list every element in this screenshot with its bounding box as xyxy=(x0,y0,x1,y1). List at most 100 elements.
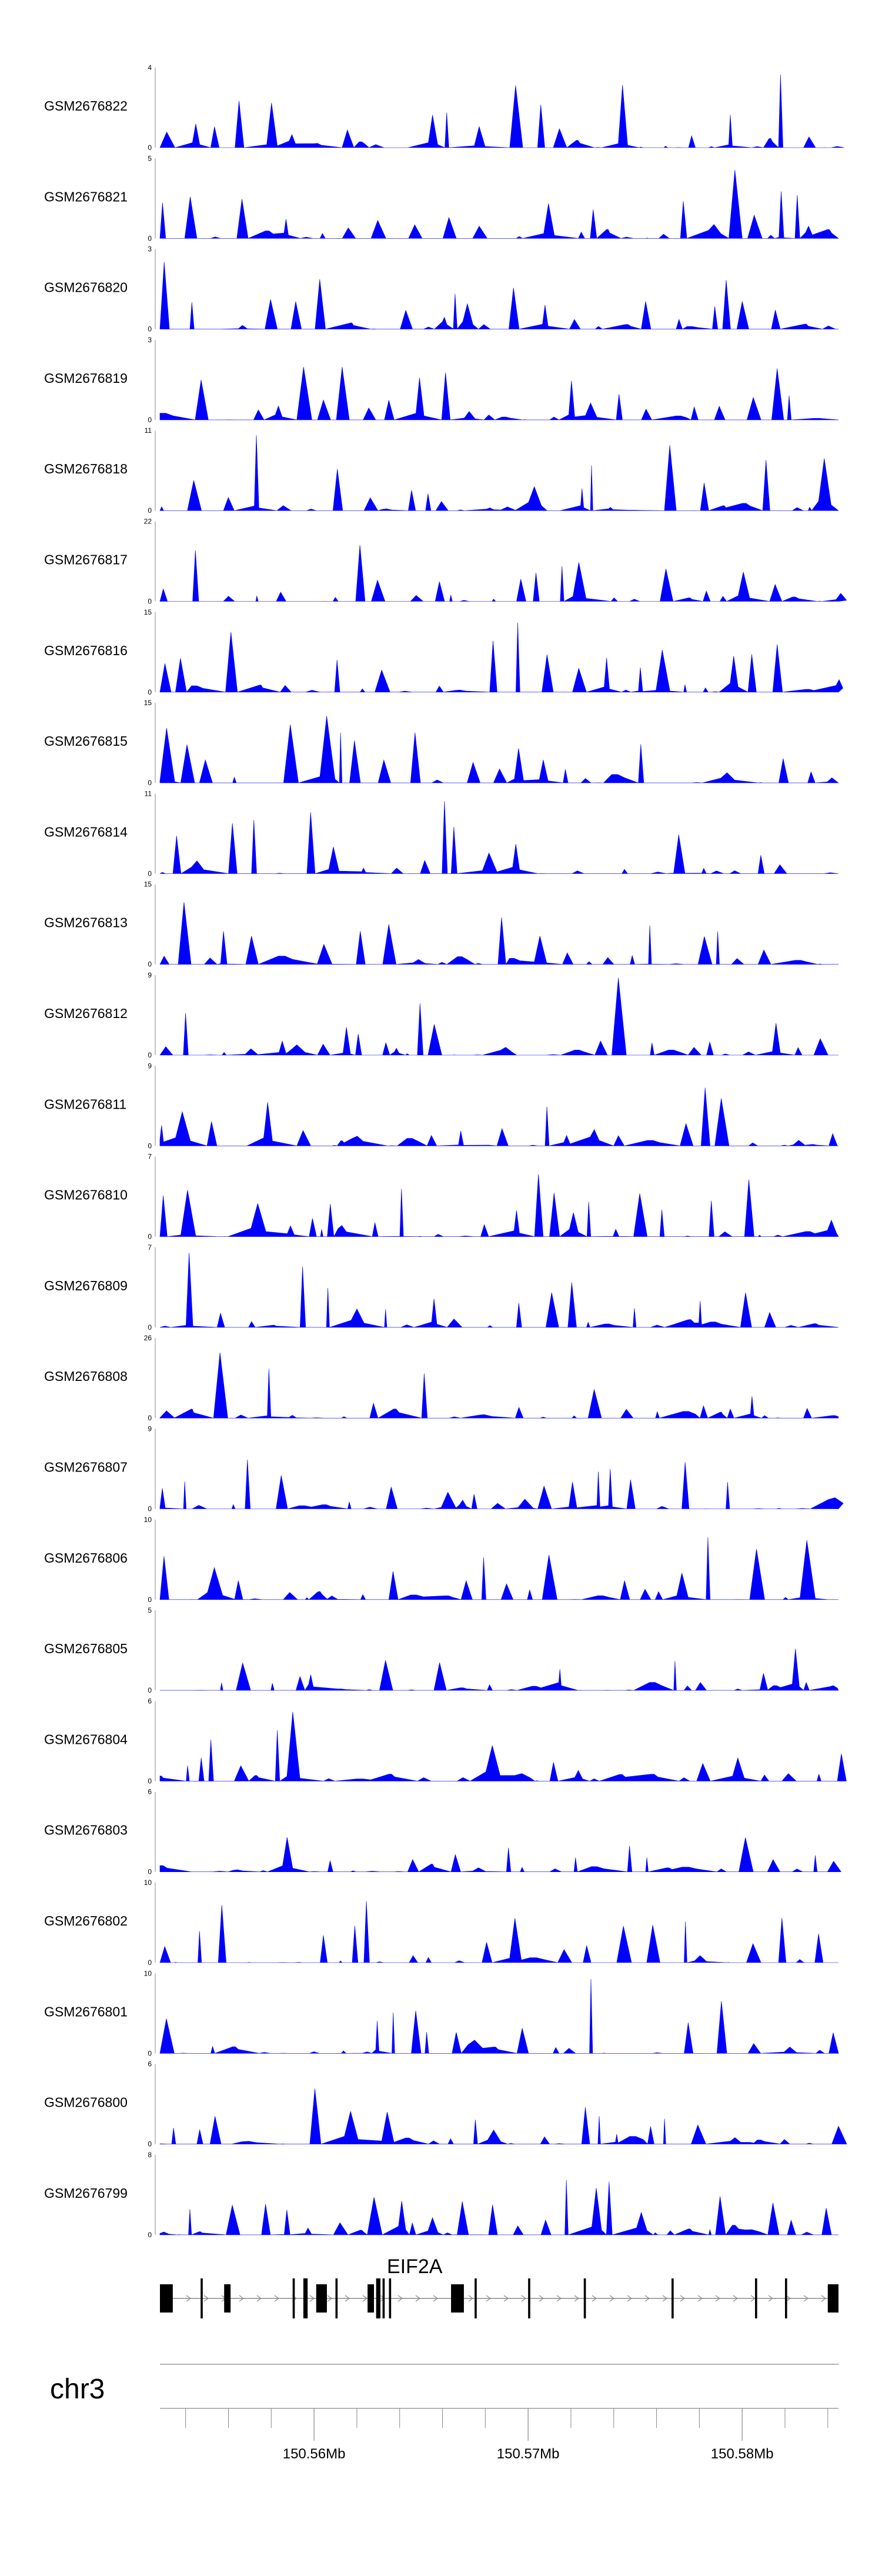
strand-chevron xyxy=(362,2295,368,2302)
gene-exon xyxy=(389,2278,392,2318)
strand-chevron xyxy=(539,2295,544,2302)
track-GSM2676815: GSM2676815 15 0 xyxy=(44,699,840,787)
track-label: GSM2676801 xyxy=(44,2004,128,2019)
coverage-area xyxy=(159,977,838,1056)
strand-chevron xyxy=(697,2295,703,2302)
strand-chevron xyxy=(821,2295,827,2302)
track-label: GSM2676807 xyxy=(44,1460,128,1475)
axis-tick-label: 150.57Mb xyxy=(497,2446,560,2462)
strand-chevron xyxy=(803,2295,809,2302)
coverage-area xyxy=(159,2180,838,2235)
strand-chevron xyxy=(768,2295,774,2302)
y-max-label: 6 xyxy=(148,1697,152,1705)
coverage-area xyxy=(159,1837,841,1873)
track-GSM2676807: GSM2676807 9 0 xyxy=(44,1425,844,1513)
gene-exon xyxy=(292,2278,295,2318)
track-GSM2676808: GSM2676808 26 0 xyxy=(44,1334,839,1422)
coverage-area xyxy=(159,435,839,511)
track-label: GSM2676805 xyxy=(44,1641,128,1656)
genome-axis-track: chr3 150.56Mb 150.57Mb 150.58Mb xyxy=(50,2364,838,2462)
y-max-label: 10 xyxy=(144,1969,152,1977)
strand-chevron xyxy=(327,2295,333,2302)
y-min-label: 0 xyxy=(148,1505,152,1513)
y-max-label: 5 xyxy=(148,1606,152,1614)
strand-chevron xyxy=(574,2295,580,2302)
coverage-area xyxy=(159,1711,847,1781)
y-max-label: 22 xyxy=(144,518,152,526)
y-min-label: 0 xyxy=(148,234,152,242)
track-label: GSM2676820 xyxy=(44,280,128,295)
y-min-label: 0 xyxy=(148,144,152,152)
strand-chevron xyxy=(750,2295,756,2302)
strand-chevron xyxy=(503,2295,509,2302)
gene-model-track: EIF2A xyxy=(160,2255,838,2318)
y-min-label: 0 xyxy=(148,1686,152,1694)
track-label: GSM2676809 xyxy=(44,1278,128,1293)
coverage-area xyxy=(159,1352,839,1419)
strand-chevron xyxy=(644,2295,650,2302)
track-GSM2676813: GSM2676813 15 0 xyxy=(44,880,838,969)
chromosome-label: chr3 xyxy=(50,2374,105,2405)
coverage-area xyxy=(159,1253,839,1328)
strand-chevron xyxy=(239,2295,245,2302)
strand-chevron xyxy=(521,2295,527,2302)
track-GSM2676822: GSM2676822 4 0 xyxy=(44,64,844,152)
axis-tick-label: 150.56Mb xyxy=(283,2446,346,2462)
y-min-label: 0 xyxy=(148,2049,152,2057)
gene-exon xyxy=(316,2284,327,2313)
strand-chevron xyxy=(662,2295,668,2302)
track-GSM2676819: GSM2676819 3 0 xyxy=(44,336,839,424)
strand-chevron xyxy=(186,2295,192,2302)
y-max-label: 15 xyxy=(144,608,152,616)
y-min-label: 0 xyxy=(148,1414,152,1422)
y-min-label: 0 xyxy=(148,1233,152,1241)
strand-chevron xyxy=(556,2295,562,2302)
y-max-label: 9 xyxy=(148,971,152,979)
strand-chevron xyxy=(786,2295,791,2302)
track-label: GSM2676802 xyxy=(44,1913,128,1928)
gene-exon xyxy=(451,2284,464,2313)
y-max-label: 10 xyxy=(144,1516,152,1524)
track-label: GSM2676808 xyxy=(44,1369,128,1384)
strand-chevron xyxy=(486,2295,492,2302)
strand-chevron xyxy=(733,2295,739,2302)
y-min-label: 0 xyxy=(148,869,152,877)
y-min-label: 0 xyxy=(148,1051,152,1059)
gene-exon xyxy=(755,2278,757,2318)
track-GSM2676804: GSM2676804 6 0 xyxy=(44,1697,847,1785)
strand-chevron xyxy=(309,2295,315,2302)
track-label: GSM2676817 xyxy=(44,552,128,568)
gene-exon xyxy=(528,2278,530,2318)
coverage-area xyxy=(159,1459,844,1509)
y-max-label: 9 xyxy=(148,1425,152,1433)
track-label: GSM2676803 xyxy=(44,1823,128,1838)
strand-chevron xyxy=(203,2295,209,2302)
strand-chevron xyxy=(627,2295,633,2302)
coverage-area xyxy=(159,1087,838,1146)
gene-exon xyxy=(201,2278,203,2318)
track-GSM2676817: GSM2676817 22 0 xyxy=(44,518,847,606)
coverage-area xyxy=(160,1649,839,1691)
y-min-label: 0 xyxy=(148,416,152,424)
track-label: GSM2676813 xyxy=(44,915,128,930)
strand-chevron xyxy=(415,2295,421,2302)
y-min-label: 0 xyxy=(148,1777,152,1785)
gene-exon xyxy=(784,2278,787,2318)
coverage-area xyxy=(159,801,838,874)
strand-chevron xyxy=(345,2295,350,2302)
y-min-label: 0 xyxy=(148,779,152,787)
y-max-label: 6 xyxy=(148,1788,152,1796)
y-max-label: 11 xyxy=(145,426,152,435)
track-GSM2676799: GSM2676799 8 0 xyxy=(44,2151,838,2239)
gene-name-label: EIF2A xyxy=(387,2255,443,2278)
coverage-area xyxy=(159,716,840,783)
track-GSM2676803: GSM2676803 6 0 xyxy=(44,1788,841,1876)
track-GSM2676814: GSM2676814 11 0 xyxy=(44,789,838,877)
y-min-label: 0 xyxy=(148,325,152,333)
strand-chevron xyxy=(680,2295,686,2302)
strand-chevron xyxy=(274,2295,280,2302)
track-GSM2676816: GSM2676816 15 0 xyxy=(44,608,843,696)
y-min-label: 0 xyxy=(148,1868,152,1876)
track-GSM2676820: GSM2676820 3 0 xyxy=(44,245,838,333)
coverage-area xyxy=(159,1978,839,2054)
